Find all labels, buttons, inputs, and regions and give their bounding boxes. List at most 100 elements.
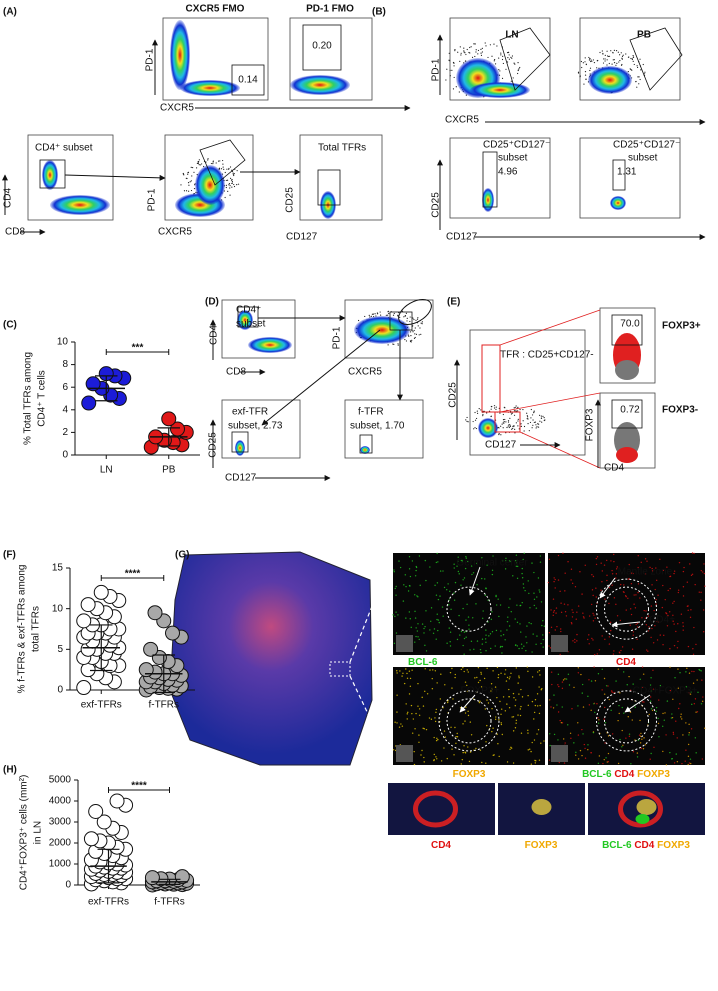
signal-speck <box>598 649 601 651</box>
zoom-box <box>329 661 351 677</box>
event-dot <box>404 338 406 341</box>
event-dot <box>515 422 517 424</box>
signal-speck <box>407 711 409 714</box>
event-dot <box>481 51 484 53</box>
event-dot <box>405 312 407 314</box>
signal-speck <box>597 722 600 724</box>
signal-speck <box>454 726 456 729</box>
signal-speck <box>508 560 511 562</box>
signal-speck <box>640 561 642 564</box>
cell-membrane <box>618 790 663 828</box>
signal-speck <box>641 617 643 619</box>
signal-speck <box>508 678 511 680</box>
signal-speck <box>655 579 658 582</box>
signal-speck <box>479 749 482 751</box>
event-dot <box>229 166 232 168</box>
signal-speck <box>436 613 438 615</box>
signal-speck <box>422 705 425 707</box>
event-dot <box>233 172 235 175</box>
event-dot <box>463 50 465 52</box>
signal-speck <box>648 626 650 628</box>
event-dot <box>218 160 220 162</box>
signal-speck <box>504 673 506 675</box>
signal-speck <box>621 646 624 648</box>
event-dot <box>227 190 229 192</box>
signal-speck <box>689 693 692 695</box>
event-dot <box>511 57 513 59</box>
signal-speck <box>548 759 551 761</box>
signal-speck <box>577 705 579 707</box>
signal-speck <box>603 758 605 761</box>
signal-speck <box>560 611 563 614</box>
signal-speck <box>674 677 676 679</box>
channel-label: BCL-6 CD4 FOXP3 <box>602 840 690 851</box>
signal-speck <box>512 762 515 764</box>
y-axis-label: CD4⁺FOXP3⁺ cells (mm²) <box>19 775 30 891</box>
signal-speck <box>649 758 651 760</box>
event-dot <box>228 184 230 186</box>
region-outline <box>446 586 492 632</box>
signal-speck <box>688 672 691 674</box>
signal-speck <box>628 675 630 678</box>
signal-speck <box>567 673 570 675</box>
signal-speck <box>396 670 398 672</box>
density-blob <box>290 75 350 95</box>
signal-speck <box>481 643 484 645</box>
signal-speck <box>486 699 488 701</box>
event-dot <box>421 321 424 323</box>
event-dot <box>380 314 382 316</box>
data-point <box>147 605 163 621</box>
signal-speck <box>584 747 586 750</box>
signal-speck <box>518 677 520 679</box>
label: CD4 <box>209 325 220 345</box>
scale-inset <box>551 635 568 652</box>
signal-speck <box>480 673 483 675</box>
cell-nucleus <box>636 799 657 815</box>
x-tick-label: exf-TFRs <box>88 897 129 908</box>
event-dot <box>510 56 512 58</box>
event-dot <box>577 72 580 74</box>
event-dot <box>212 161 214 163</box>
signal-speck <box>632 683 634 685</box>
event-dot <box>412 317 414 319</box>
signal-speck <box>634 739 636 741</box>
signal-speck <box>560 630 562 633</box>
data-point <box>81 395 97 411</box>
signal-speck <box>496 733 498 735</box>
signal-speck <box>491 631 494 633</box>
event-dot <box>480 48 482 50</box>
signal-speck <box>693 703 696 705</box>
signal-speck <box>531 741 533 744</box>
signal-speck <box>613 560 615 563</box>
signal-speck <box>449 590 451 593</box>
signal-speck <box>493 754 495 756</box>
signal-speck <box>418 638 420 641</box>
signal-speck <box>531 651 533 653</box>
signal-speck <box>665 764 668 766</box>
event-dot <box>588 56 590 59</box>
signal-speck <box>555 612 557 614</box>
signal-speck <box>458 573 460 575</box>
signal-speck <box>647 630 650 632</box>
event-dot <box>582 62 584 64</box>
signal-speck <box>576 640 578 642</box>
event-dot <box>617 51 619 53</box>
signal-speck <box>509 598 511 600</box>
event-dot <box>480 54 483 56</box>
signal-speck <box>693 626 695 629</box>
event-dot <box>612 51 614 54</box>
event-dot <box>518 68 520 70</box>
signal-speck <box>690 609 692 611</box>
signal-speck <box>577 667 580 669</box>
signal-speck <box>508 625 511 627</box>
signal-speck <box>564 572 566 574</box>
event-dot <box>478 408 480 410</box>
signal-speck <box>662 750 664 753</box>
signal-speck <box>510 611 512 613</box>
signal-speck <box>520 732 523 734</box>
signal-speck <box>664 712 666 714</box>
signal-speck <box>652 669 654 672</box>
event-dot <box>386 314 389 316</box>
event-dot <box>393 343 395 345</box>
signal-speck <box>675 630 677 633</box>
